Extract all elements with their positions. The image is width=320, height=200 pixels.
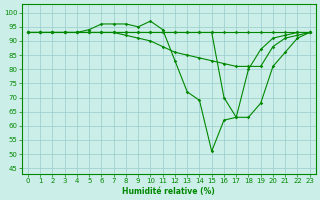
- X-axis label: Humidité relative (%): Humidité relative (%): [123, 187, 215, 196]
